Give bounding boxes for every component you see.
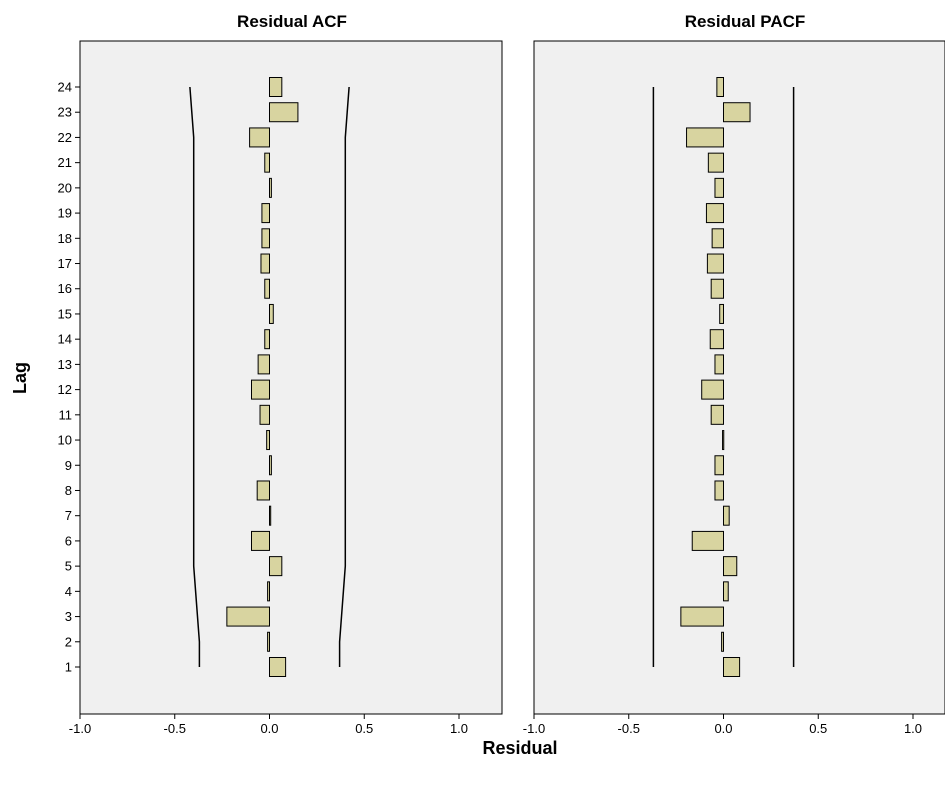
y-tick-label: 22 [58, 130, 72, 145]
bar [723, 102, 751, 123]
bar [260, 253, 271, 274]
bar [250, 530, 270, 551]
bar [723, 581, 729, 602]
y-tick-label: 20 [58, 180, 72, 195]
bar [269, 102, 299, 123]
x-axis-title: Residual [482, 738, 557, 758]
bar [259, 404, 270, 425]
x-tick-label: -0.5 [164, 721, 186, 736]
y-tick-label: 6 [65, 533, 72, 548]
bar [707, 152, 725, 173]
bar [723, 657, 741, 677]
bar [256, 480, 270, 501]
bar [719, 303, 725, 324]
bar [269, 455, 272, 476]
bar [714, 455, 724, 476]
bar [269, 303, 274, 324]
bar [711, 228, 725, 249]
x-tick-label: 1.0 [904, 721, 922, 736]
pacf-panel: -1.0 -0.5 0.0 0.5 1.0 [523, 40, 945, 736]
y-tick-label: 14 [58, 332, 72, 347]
bar [264, 329, 271, 350]
bar [705, 203, 725, 224]
bar [261, 228, 271, 249]
y-tick-label: 2 [65, 634, 72, 649]
bar [701, 379, 725, 400]
y-tick-label: 12 [58, 382, 72, 397]
bar [706, 253, 725, 274]
x-tick-label: -1.0 [69, 721, 91, 736]
bar [269, 77, 283, 97]
bar [267, 581, 271, 602]
bar [266, 430, 271, 451]
bar [691, 530, 724, 551]
bar [257, 354, 271, 375]
x-tick-label: 0.5 [355, 721, 373, 736]
bar [226, 606, 271, 627]
upper-confidence-limit [338, 86, 350, 667]
chart-panels: 123456789101112131415161718192021222324-… [58, 40, 945, 736]
bar [716, 77, 724, 97]
x-tick-label: -1.0 [523, 721, 545, 736]
y-tick-label: 18 [58, 231, 72, 246]
bar [269, 657, 287, 677]
bar [709, 329, 724, 350]
bar [723, 505, 730, 526]
y-tick-label: 17 [58, 256, 72, 271]
panel-title-acf: Residual ACF [237, 12, 347, 31]
bar [722, 430, 725, 451]
bar [710, 278, 724, 299]
x-tick-label: 0.0 [260, 721, 278, 736]
y-tick-label: 15 [58, 306, 72, 321]
y-tick-label: 11 [59, 407, 73, 422]
y-tick-label: 24 [58, 80, 72, 95]
x-tick-label: -0.5 [618, 721, 640, 736]
bar [261, 203, 271, 224]
acf-panel: 123456789101112131415161718192021222324-… [58, 40, 503, 736]
x-tick-label: 0.0 [714, 721, 732, 736]
bar [686, 127, 724, 148]
y-axis-title: Lag [10, 362, 30, 394]
plot-area [79, 40, 503, 715]
y-tick-label: 9 [65, 458, 72, 473]
bar [249, 127, 270, 148]
bar [723, 556, 738, 577]
y-tick-label: 10 [58, 433, 72, 448]
y-tick-label: 13 [58, 357, 72, 372]
y-tick-label: 8 [65, 483, 72, 498]
bar [269, 505, 272, 526]
bar [250, 379, 270, 400]
bar [264, 152, 271, 173]
y-tick-label: 23 [58, 105, 72, 120]
y-tick-label: 3 [65, 609, 72, 624]
y-tick-label: 19 [58, 206, 72, 221]
bar [710, 404, 724, 425]
x-tick-label: 0.5 [809, 721, 827, 736]
x-tick-label: 1.0 [450, 721, 468, 736]
plot-area [533, 40, 945, 715]
y-tick-label: 21 [58, 155, 72, 170]
bar [264, 278, 271, 299]
bar [680, 606, 724, 627]
bar [721, 631, 724, 652]
lower-confidence-limit [189, 86, 201, 667]
bar [267, 631, 271, 652]
y-tick-label: 7 [65, 508, 72, 523]
y-tick-label: 16 [58, 281, 72, 296]
bar [714, 177, 724, 198]
bar [714, 480, 724, 501]
y-tick-label: 5 [65, 559, 72, 574]
y-tick-label: 1 [65, 660, 72, 675]
bar [714, 354, 724, 375]
bar [269, 556, 283, 577]
bar [269, 177, 272, 198]
y-tick-label: 4 [65, 584, 72, 599]
panel-title-pacf: Residual PACF [685, 12, 806, 31]
